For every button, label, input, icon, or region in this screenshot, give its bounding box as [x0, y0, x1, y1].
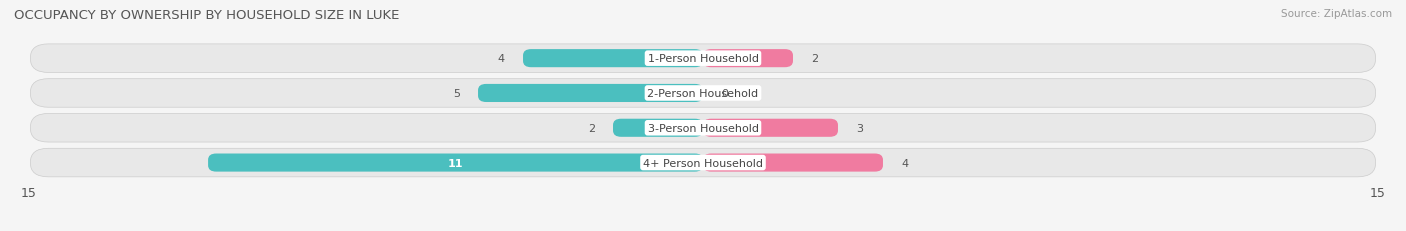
Text: 4: 4 — [901, 158, 908, 168]
FancyBboxPatch shape — [703, 154, 883, 172]
Text: 2: 2 — [811, 54, 818, 64]
FancyBboxPatch shape — [703, 50, 793, 68]
Text: 2: 2 — [588, 123, 595, 133]
FancyBboxPatch shape — [31, 114, 1375, 142]
FancyBboxPatch shape — [613, 119, 703, 137]
Text: OCCUPANCY BY OWNERSHIP BY HOUSEHOLD SIZE IN LUKE: OCCUPANCY BY OWNERSHIP BY HOUSEHOLD SIZE… — [14, 9, 399, 22]
Text: 5: 5 — [453, 88, 460, 99]
FancyBboxPatch shape — [208, 154, 703, 172]
Text: 3-Person Household: 3-Person Household — [648, 123, 758, 133]
FancyBboxPatch shape — [31, 149, 1375, 177]
Legend: Owner-occupied, Renter-occupied: Owner-occupied, Renter-occupied — [568, 227, 838, 231]
Text: Source: ZipAtlas.com: Source: ZipAtlas.com — [1281, 9, 1392, 19]
Text: 11: 11 — [447, 158, 464, 168]
Text: 0: 0 — [721, 88, 728, 99]
FancyBboxPatch shape — [478, 85, 703, 103]
FancyBboxPatch shape — [523, 50, 703, 68]
Text: 1-Person Household: 1-Person Household — [648, 54, 758, 64]
FancyBboxPatch shape — [31, 79, 1375, 108]
Text: 4+ Person Household: 4+ Person Household — [643, 158, 763, 168]
FancyBboxPatch shape — [703, 119, 838, 137]
Text: 4: 4 — [498, 54, 505, 64]
Text: 2-Person Household: 2-Person Household — [647, 88, 759, 99]
FancyBboxPatch shape — [31, 45, 1375, 73]
Text: 3: 3 — [856, 123, 863, 133]
